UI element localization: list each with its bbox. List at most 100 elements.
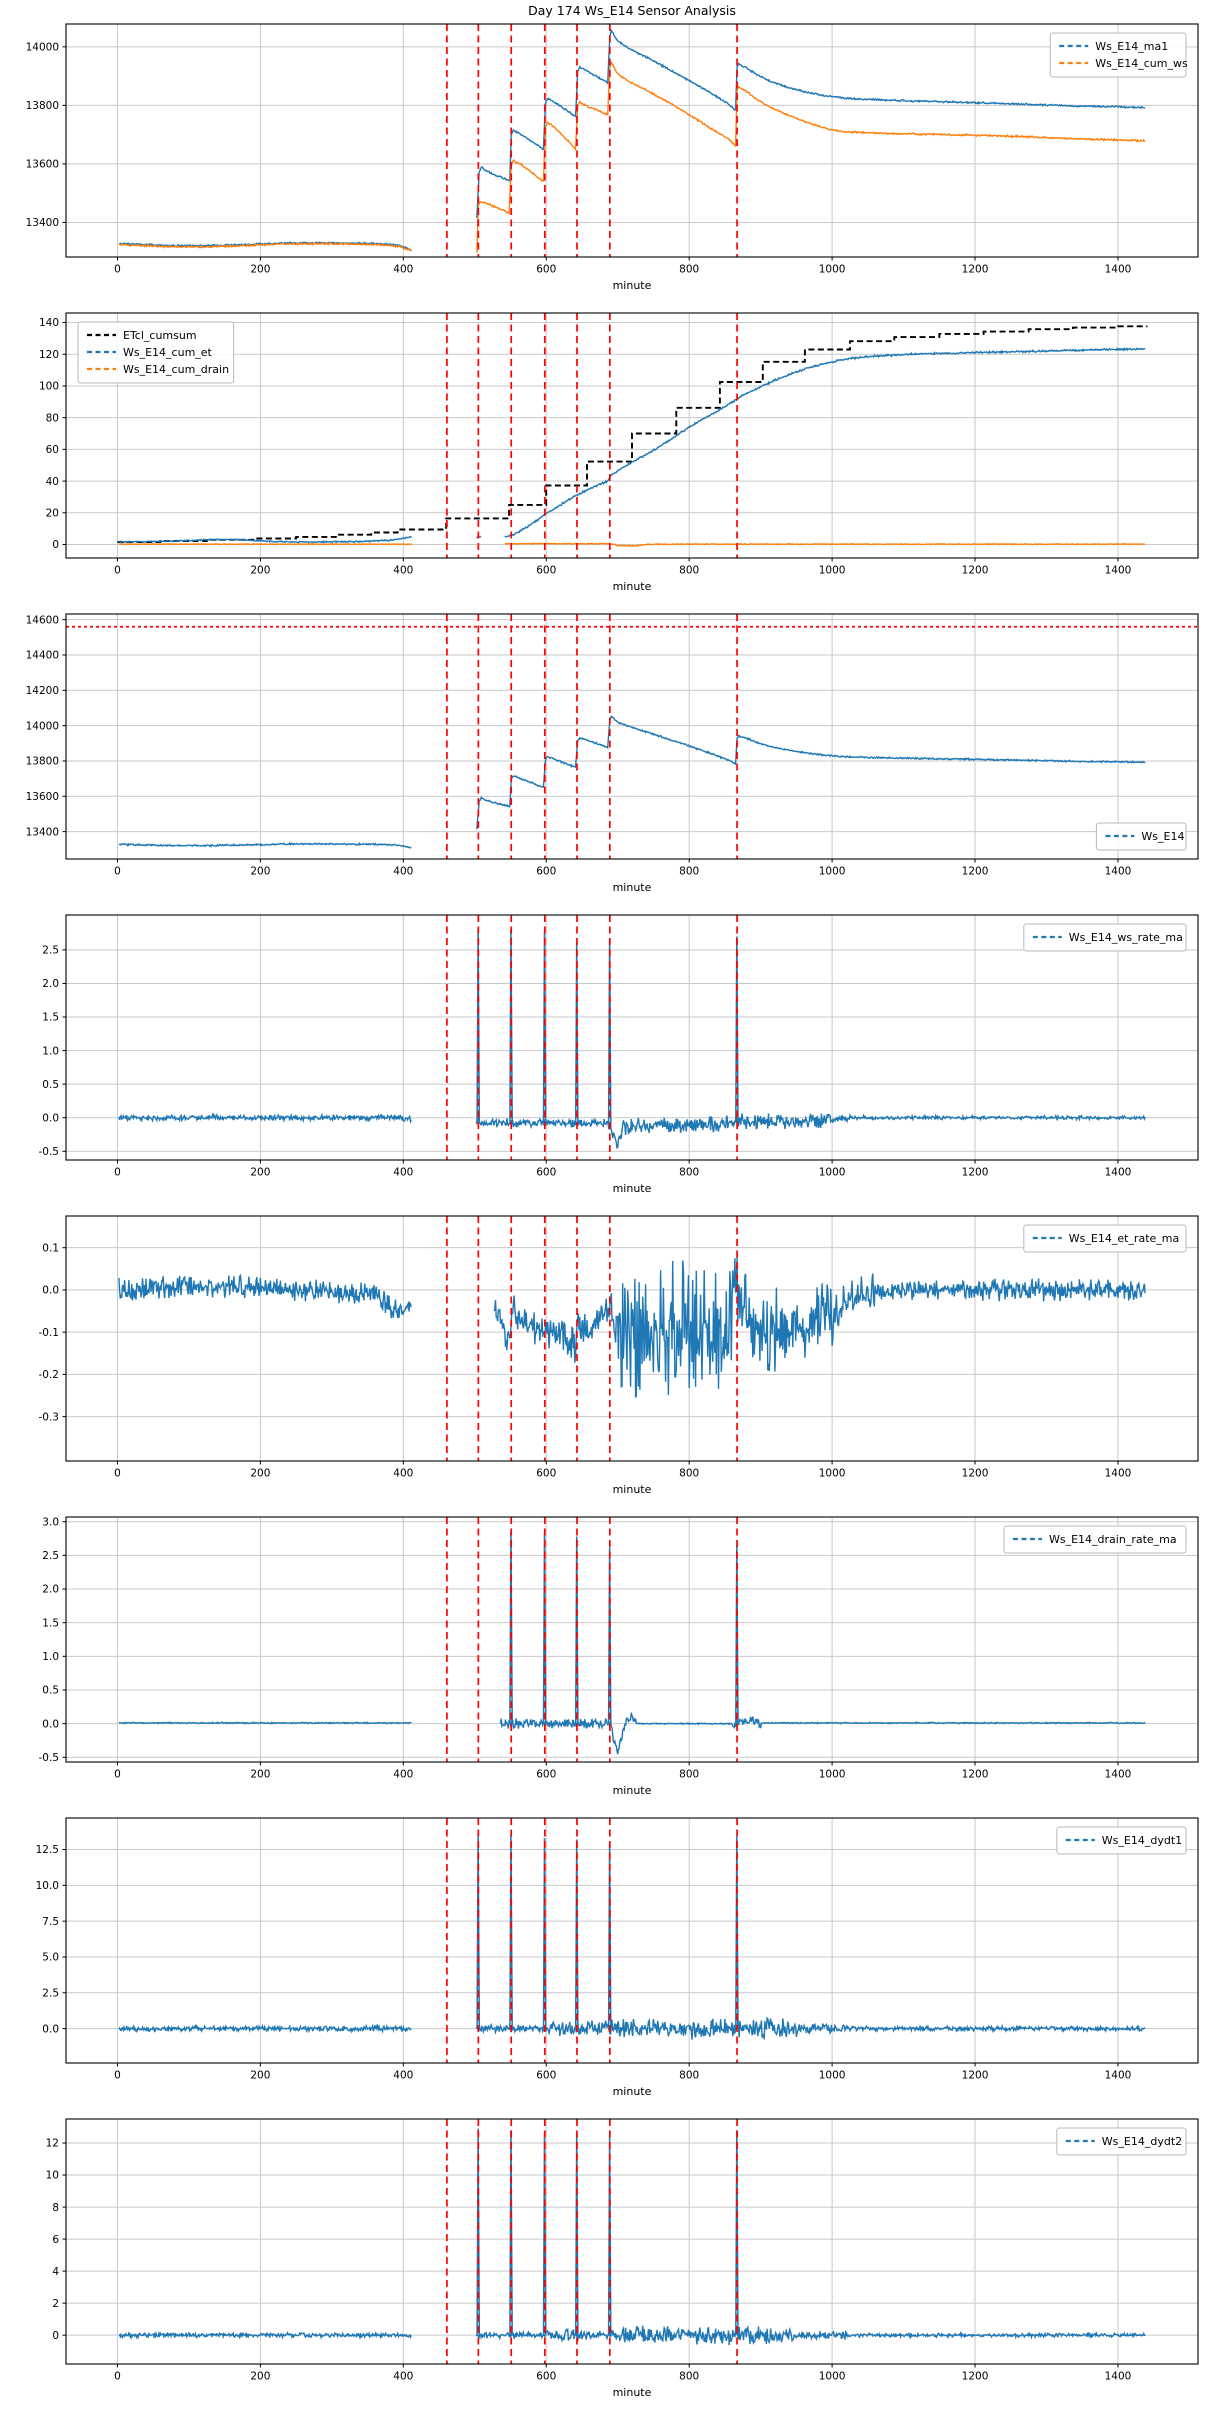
subplot-8: 0 200 400 600 800 1000 1200 1400 0 2 4 6 8 10 12 minute… [46,2118,1199,2399]
x-tick-label: 1000 [819,2070,846,2082]
x-tick-label: 600 [536,1468,556,1480]
series-Ws_E14_et_rate_ma [118,1273,412,1319]
y-tick-label: 4 [52,2266,59,2278]
spike-Ws_E14_dydt2 [735,2130,739,2336]
series-Ws_E14_et_rate_ma [493,1257,1146,1398]
y-tick-label: 0.0 [42,1285,59,1297]
legend-label: Ws_E14_ma1 [1095,40,1168,53]
y-tick-label: 1.5 [42,1617,59,1629]
series-Ws_E14_dydt1 [475,2016,1146,2040]
x-tick-label: 600 [536,565,556,577]
y-tick-label: 0.1 [42,1242,59,1254]
plot-border [65,613,1199,860]
x-tick-label: 1400 [1105,1468,1132,1480]
series-Ws_E14_ws_rate_ma [475,1112,1146,1150]
x-tick-label: 600 [536,2070,556,2082]
figure-title: Day 174 Ws_E14 Sensor Analysis [528,3,736,18]
x-tick-label: 200 [250,1769,270,1781]
series-Ws_E14_dydt2 [118,2330,412,2340]
x-tick-label: 400 [393,1769,413,1781]
x-tick-label: 800 [679,264,699,276]
x-tick-label: 0 [114,1468,121,1480]
subplot-6: 0 200 400 600 800 1000 1200 1400 -0.5 0.0 0.5 1.0 1.… [39,1516,1199,1797]
y-tick-label: -0.2 [39,1369,60,1381]
spike-Ws_E14_dydt1 [542,1838,547,2029]
x-axis-label: minute [613,2085,652,2098]
y-tick-label: 2.5 [42,1987,59,1999]
x-tick-label: 400 [393,264,413,276]
legend-box [1049,32,1187,78]
y-tick-label: 80 [46,412,59,424]
x-tick-label: 0 [114,2371,121,2383]
y-tick-label: 0 [52,2330,59,2342]
x-tick-label: 1200 [962,1468,989,1480]
legend-label: Ws_E14_ws_rate_ma [1069,931,1183,944]
x-tick-label: 400 [393,2371,413,2383]
y-tick-label: 0.0 [42,1112,59,1124]
x-tick-label: 1000 [819,866,846,878]
x-tick-label: 1400 [1105,565,1132,577]
y-tick-label: 7.5 [42,1916,59,1928]
series-Ws_E14_drain_rate_ma [499,1712,1146,1755]
y-tick-label: 1.0 [42,1651,59,1663]
x-tick-label: 1000 [819,264,846,276]
legend-box [1095,822,1187,851]
y-tick-label: 6 [52,2234,59,2246]
x-tick-label: 200 [250,264,270,276]
spike-Ws_E14_dydt1 [476,1833,481,2029]
series-Ws_E14 [475,715,1146,830]
series-Ws_E14_dydt2 [475,2325,1146,2346]
series-ETcl_cumsum [117,325,1148,544]
x-tick-label: 400 [393,1468,413,1480]
x-tick-label: 0 [114,1769,121,1781]
subplot-1: 0 200 400 600 800 1000 1200 1400 13400 13600 13800… [26,23,1199,292]
legend-box [1056,2127,1187,2156]
plot-border [65,1215,1199,1462]
x-tick-label: 400 [393,565,413,577]
x-axis-label: minute [613,580,652,593]
y-tick-label: 5.0 [42,1952,59,1964]
x-tick-label: 800 [679,1769,699,1781]
series-Ws_E14 [118,841,412,849]
legend-label: Ws_E14_cum_ws [1095,57,1188,70]
series-Ws_E14_ma1 [118,241,412,252]
legend-box [1023,923,1187,952]
series-Ws_E14_drain_rate_ma [118,1721,412,1725]
series-Ws_E14_dydt1 [118,2023,412,2035]
y-tick-label: 10.0 [36,1880,59,1892]
y-tick-label: 14200 [26,685,59,697]
x-tick-label: 1200 [962,264,989,276]
x-axis-label: minute [613,1483,652,1496]
y-tick-label: 14600 [26,614,59,626]
y-tick-label: 13400 [26,217,59,229]
x-tick-label: 600 [536,264,556,276]
x-tick-label: 200 [250,2371,270,2383]
x-axis-label: minute [613,2386,652,2399]
plot-border [65,1516,1199,1763]
x-axis-label: minute [613,881,652,894]
x-tick-label: 600 [536,2371,556,2383]
plot-border [65,23,1199,258]
x-tick-label: 400 [393,2070,413,2082]
x-tick-label: 1200 [962,1769,989,1781]
y-tick-label: 0.5 [42,1685,59,1697]
x-tick-label: 0 [114,264,121,276]
series-Ws_E14_cum_et [504,347,1146,538]
y-tick-label: 0 [52,539,59,551]
x-tick-label: 1000 [819,565,846,577]
legend-box [77,321,235,384]
x-tick-label: 600 [536,1769,556,1781]
y-tick-label: 3.0 [42,1516,59,1528]
y-tick-label: 140 [39,317,59,329]
y-tick-label: 14400 [26,650,59,662]
subplot-5: 0 200 400 600 800 1000 1200 1400 -0.3 -0.2 -0.1 0.0… [39,1215,1199,1496]
y-tick-label: 2.5 [42,945,59,957]
series-Ws_E14_cum_et [118,535,412,544]
x-tick-label: 800 [679,866,699,878]
x-tick-label: 0 [114,2070,121,2082]
x-tick-label: 0 [114,1167,121,1179]
legend-label: Ws_E14_drain_rate_ma [1049,1533,1177,1546]
legend-label: Ws_E14_dydt2 [1102,2135,1182,2148]
